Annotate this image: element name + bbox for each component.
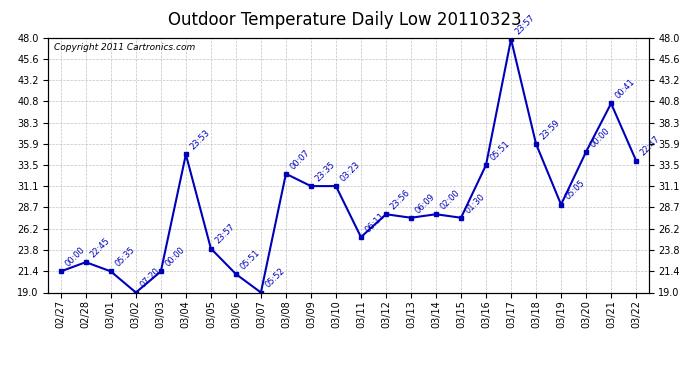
Text: 01:30: 01:30 bbox=[464, 192, 487, 215]
Text: 22:47: 22:47 bbox=[639, 135, 662, 158]
Text: 05:35: 05:35 bbox=[114, 245, 137, 268]
Text: 02:00: 02:00 bbox=[439, 188, 462, 211]
Text: 05:05: 05:05 bbox=[564, 178, 587, 202]
Text: 00:00: 00:00 bbox=[63, 246, 87, 268]
Text: 05:51: 05:51 bbox=[239, 248, 262, 271]
Text: 23:59: 23:59 bbox=[539, 118, 562, 141]
Text: 00:41: 00:41 bbox=[614, 78, 637, 101]
Text: 23:35: 23:35 bbox=[314, 160, 337, 183]
Text: 00:00: 00:00 bbox=[164, 246, 187, 268]
Text: 23:56: 23:56 bbox=[388, 188, 412, 211]
Text: 05:51: 05:51 bbox=[489, 139, 512, 162]
Text: 07:20: 07:20 bbox=[139, 267, 162, 290]
Text: 22:45: 22:45 bbox=[88, 236, 112, 260]
Text: 23:57: 23:57 bbox=[214, 222, 237, 246]
Text: Copyright 2011 Cartronics.com: Copyright 2011 Cartronics.com bbox=[55, 43, 195, 52]
Text: 23:53: 23:53 bbox=[188, 128, 212, 152]
Text: 03:23: 03:23 bbox=[339, 160, 362, 183]
Text: 23:57: 23:57 bbox=[514, 13, 537, 36]
Text: 05:52: 05:52 bbox=[264, 267, 287, 290]
Text: 00:00: 00:00 bbox=[589, 126, 612, 149]
Text: 06:09: 06:09 bbox=[414, 192, 437, 215]
Text: 00:07: 00:07 bbox=[288, 148, 312, 171]
Text: 06:11: 06:11 bbox=[364, 211, 387, 234]
Text: Outdoor Temperature Daily Low 20110323: Outdoor Temperature Daily Low 20110323 bbox=[168, 11, 522, 29]
